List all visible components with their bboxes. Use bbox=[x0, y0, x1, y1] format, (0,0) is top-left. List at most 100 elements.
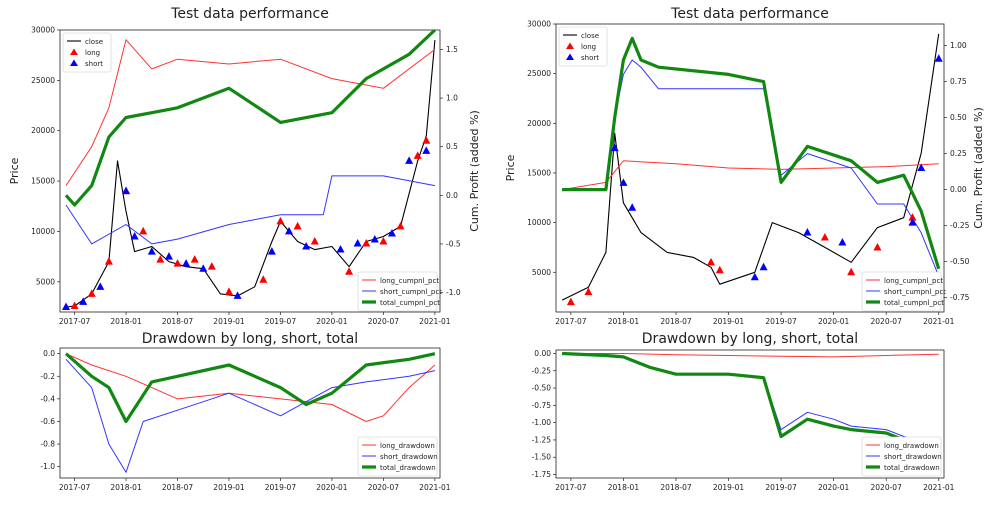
long-legend-marker bbox=[566, 42, 574, 49]
long-marker bbox=[345, 267, 354, 275]
chart-title: Test data performance bbox=[670, 6, 829, 22]
y-tick-label: -0.2 bbox=[40, 372, 55, 381]
y-tick-label: 25000 bbox=[31, 76, 55, 85]
chart-title: Drawdown by long, short, total bbox=[142, 331, 358, 347]
y-right-tick-label: -0.50 bbox=[950, 257, 970, 266]
legend-label: short_drawdown bbox=[884, 453, 942, 461]
series-line-close bbox=[65, 40, 436, 308]
y-tick-label: -0.4 bbox=[40, 394, 55, 403]
plot-area bbox=[64, 352, 436, 473]
y-tick-label: 15000 bbox=[527, 168, 551, 177]
legend-label: total_drawdown bbox=[884, 464, 940, 472]
short-marker bbox=[164, 252, 173, 260]
legend: long_cumpnl_pct short_cumpnl_pct total_cum… bbox=[861, 271, 946, 312]
x-tick-label: 2017-07 bbox=[555, 483, 587, 492]
legend-label: long bbox=[581, 43, 596, 51]
legend: long_cumpnl_pct short_cumpnl_pct total_cum… bbox=[357, 271, 442, 312]
y-right-tick-label: 0.75 bbox=[950, 77, 967, 86]
series-line-long-drawdown bbox=[65, 353, 436, 422]
y-tick-label: -0.50 bbox=[532, 384, 552, 393]
x-tick-label: 2020-07 bbox=[871, 483, 903, 492]
series-line-long-cumpnl-pct bbox=[65, 39, 436, 186]
long-marker bbox=[413, 151, 422, 159]
x-tick-label: 2019-01 bbox=[713, 483, 745, 492]
series-line-close bbox=[561, 33, 940, 301]
series-line-short-drawdown bbox=[562, 353, 913, 441]
x-tick-label: 2017-07 bbox=[59, 483, 91, 492]
x-tick-label: 2019-01 bbox=[213, 317, 245, 326]
plot-area bbox=[62, 30, 436, 310]
short-marker bbox=[122, 186, 131, 195]
y-right-axis-label: Cum. Profit (added %) bbox=[468, 110, 481, 232]
y-right-tick-label: 0.5 bbox=[446, 142, 458, 151]
x-tick-label: 2018-01 bbox=[608, 317, 640, 326]
long-marker bbox=[310, 237, 319, 245]
x-tick-label: 2019-07 bbox=[265, 483, 297, 492]
long-marker bbox=[847, 267, 856, 276]
x-tick-label: 2018-07 bbox=[162, 317, 194, 326]
legend-label: total_cumpnl_pct bbox=[884, 299, 944, 307]
long-marker bbox=[396, 221, 405, 230]
y-tick-label: 10000 bbox=[31, 227, 55, 236]
long-marker bbox=[173, 259, 182, 267]
y-tick-label: 20000 bbox=[31, 126, 55, 135]
long-marker bbox=[276, 216, 285, 225]
short-marker bbox=[370, 234, 379, 243]
x-tick-label: 2020-01 bbox=[818, 317, 850, 326]
chart-title: Test data performance bbox=[170, 6, 329, 22]
plot-frame bbox=[555, 349, 945, 479]
legend-label: close bbox=[85, 38, 103, 46]
long-marker bbox=[715, 265, 724, 274]
legend-box bbox=[357, 436, 438, 477]
plot-frame bbox=[59, 29, 441, 313]
long-marker bbox=[293, 221, 302, 230]
x-tick-label: 2020-01 bbox=[316, 483, 348, 492]
y-tick-label: 5000 bbox=[532, 268, 551, 277]
y-right-tick-label: 0.00 bbox=[950, 185, 967, 194]
x-tick-label: 2021-01 bbox=[923, 483, 955, 492]
long-marker bbox=[104, 257, 113, 265]
legend: long_drawdown short_drawdown total_drawdow… bbox=[357, 436, 438, 477]
x-tick-label: 2020-01 bbox=[818, 483, 850, 492]
y-tick-label: 20000 bbox=[527, 119, 551, 128]
long-legend-marker bbox=[70, 48, 78, 55]
y-tick-label: -0.25 bbox=[532, 366, 552, 375]
y-right-tick-label: 0.25 bbox=[950, 149, 967, 158]
y-tick-label: 5000 bbox=[36, 277, 55, 286]
y-tick-label: -1.0 bbox=[40, 462, 55, 471]
chart-title: Drawdown by long, short, total bbox=[642, 331, 858, 347]
x-tick-label: 2018-07 bbox=[162, 483, 194, 492]
legend-label: short_cumpnl_pct bbox=[884, 288, 946, 296]
x-tick-label: 2019-01 bbox=[213, 483, 245, 492]
y-tick-label: 25000 bbox=[527, 69, 551, 78]
short-marker bbox=[619, 178, 628, 186]
x-tick-label: 2018-01 bbox=[110, 317, 142, 326]
legend-box bbox=[861, 436, 942, 477]
x-tick-label: 2019-01 bbox=[713, 317, 745, 326]
x-tick-label: 2018-07 bbox=[660, 317, 692, 326]
series-line-total-cumpnl-pct bbox=[64, 30, 436, 207]
legend-box bbox=[861, 271, 942, 312]
short-legend-marker bbox=[70, 59, 78, 66]
y-axis-label: Price bbox=[504, 154, 517, 181]
y-tick-label: 0.0 bbox=[43, 349, 55, 358]
series-line-total-drawdown bbox=[64, 352, 436, 424]
y-tick-label: -0.6 bbox=[40, 417, 55, 426]
long-marker bbox=[87, 289, 96, 297]
long-marker bbox=[584, 287, 593, 296]
y-right-tick-label: -0.5 bbox=[446, 239, 461, 248]
y-right-tick-label: -0.25 bbox=[950, 221, 970, 230]
legend-label: long_drawdown bbox=[884, 442, 939, 450]
short-marker bbox=[750, 272, 759, 281]
long-marker bbox=[379, 237, 388, 245]
series-line-short-drawdown bbox=[65, 358, 436, 473]
legend-label: long_cumpnl_pct bbox=[380, 277, 439, 285]
legend-label: short bbox=[85, 60, 103, 68]
x-tick-label: 2020-01 bbox=[316, 317, 348, 326]
short-marker bbox=[628, 203, 637, 211]
y-tick-label: -0.8 bbox=[40, 440, 55, 449]
long-marker bbox=[224, 287, 233, 295]
legend-label: long_drawdown bbox=[380, 442, 435, 450]
chart-panel-bottom-right: Drawdown by long, short, total 2017-07 201… bbox=[532, 331, 955, 492]
